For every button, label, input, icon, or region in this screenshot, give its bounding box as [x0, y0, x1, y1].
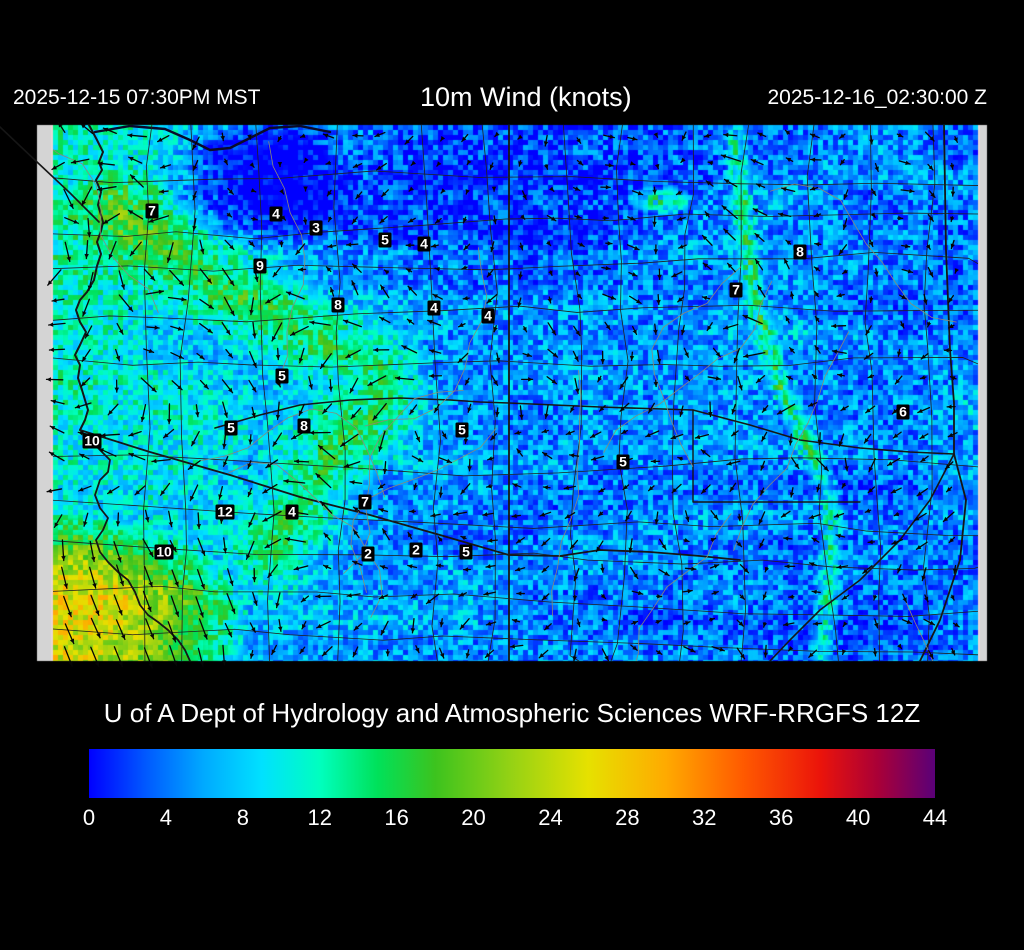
svg-text:7: 7 [361, 494, 369, 510]
svg-text:5: 5 [458, 422, 466, 438]
svg-text:8: 8 [796, 244, 804, 260]
svg-text:4: 4 [420, 236, 428, 252]
svg-text:6: 6 [899, 404, 907, 420]
svg-text:5: 5 [462, 544, 470, 560]
svg-text:4: 4 [430, 300, 438, 316]
svg-text:8: 8 [334, 297, 342, 313]
svg-text:4: 4 [272, 206, 280, 222]
svg-text:4: 4 [484, 308, 492, 324]
svg-text:7: 7 [732, 282, 740, 298]
svg-text:12: 12 [217, 504, 233, 520]
svg-text:4: 4 [288, 504, 296, 520]
svg-text:3: 3 [312, 220, 320, 236]
svg-text:5: 5 [278, 368, 286, 384]
svg-text:2: 2 [412, 542, 420, 558]
svg-text:5: 5 [227, 420, 235, 436]
svg-text:5: 5 [619, 454, 627, 470]
svg-text:2: 2 [364, 546, 372, 562]
svg-text:10: 10 [156, 544, 172, 560]
svg-text:9: 9 [256, 258, 264, 274]
svg-text:8: 8 [300, 418, 308, 434]
svg-text:5: 5 [381, 232, 389, 248]
svg-text:10: 10 [84, 433, 100, 449]
svg-text:7: 7 [148, 203, 156, 219]
